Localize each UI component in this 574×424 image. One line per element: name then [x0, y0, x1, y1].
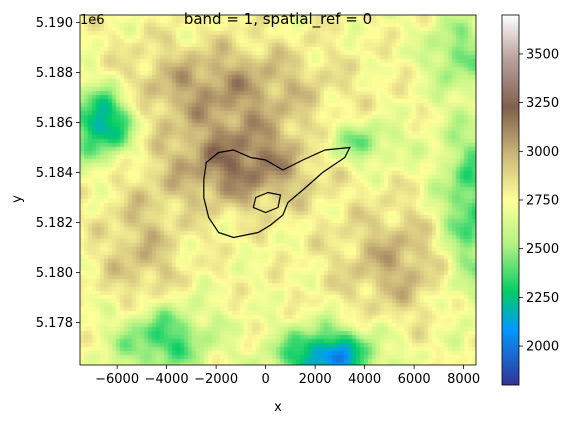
colorbar-tick-label: 2000	[526, 340, 559, 355]
x-tick-label: −4000	[145, 372, 189, 387]
x-tick-label: −6000	[95, 372, 139, 387]
heatmap-image	[80, 15, 476, 365]
chart-title: band = 1, spatial_ref = 0	[184, 10, 372, 29]
colorbar-tick-label: 2750	[526, 194, 559, 209]
colorbar-tick-label: 2250	[526, 291, 559, 306]
plot-frame	[79, 14, 477, 366]
y-axis: 5.178 5.180 5.182 5.184 5.186 5.188 5.190	[36, 16, 80, 331]
colorbar-tick-label: 3250	[526, 96, 559, 111]
x-axis-label: x	[274, 400, 282, 415]
y-tick-label: 5.178	[36, 316, 73, 331]
x-tick-label: 6000	[398, 372, 431, 387]
glacier-outline	[203, 146, 351, 239]
y-tick-label: 5.184	[36, 166, 73, 181]
y-tick-label: 5.180	[36, 266, 73, 281]
colorbar-tick-label: 3000	[526, 145, 559, 160]
y-offset-text: 1e6	[80, 13, 105, 28]
y-tick-label: 5.188	[36, 66, 73, 81]
y-axis-label: y	[10, 195, 25, 203]
glacier-inner-outline-path	[252, 191, 282, 214]
y-tick-label: 5.186	[36, 116, 73, 131]
colorbar-axis: 2000 2250 2500 2750 3000 3250 3500	[519, 47, 559, 355]
y-tick-label: 5.182	[36, 216, 73, 231]
colorbar	[501, 14, 520, 386]
elevation-raster	[80, 15, 476, 365]
glacier-outline-path	[203, 146, 351, 239]
x-tick-label: 2000	[299, 372, 332, 387]
x-axis: −6000 −4000 −2000 0 2000 4000 6000 8000	[95, 365, 480, 387]
x-tick-label: 0	[261, 372, 269, 387]
x-tick-label: 8000	[447, 372, 480, 387]
x-tick-label: 4000	[348, 372, 381, 387]
y-tick-label: 5.190	[36, 16, 73, 31]
x-tick-label: −2000	[194, 372, 238, 387]
colorbar-tick-label: 3500	[526, 47, 559, 62]
colorbar-tick-label: 2500	[526, 242, 559, 257]
